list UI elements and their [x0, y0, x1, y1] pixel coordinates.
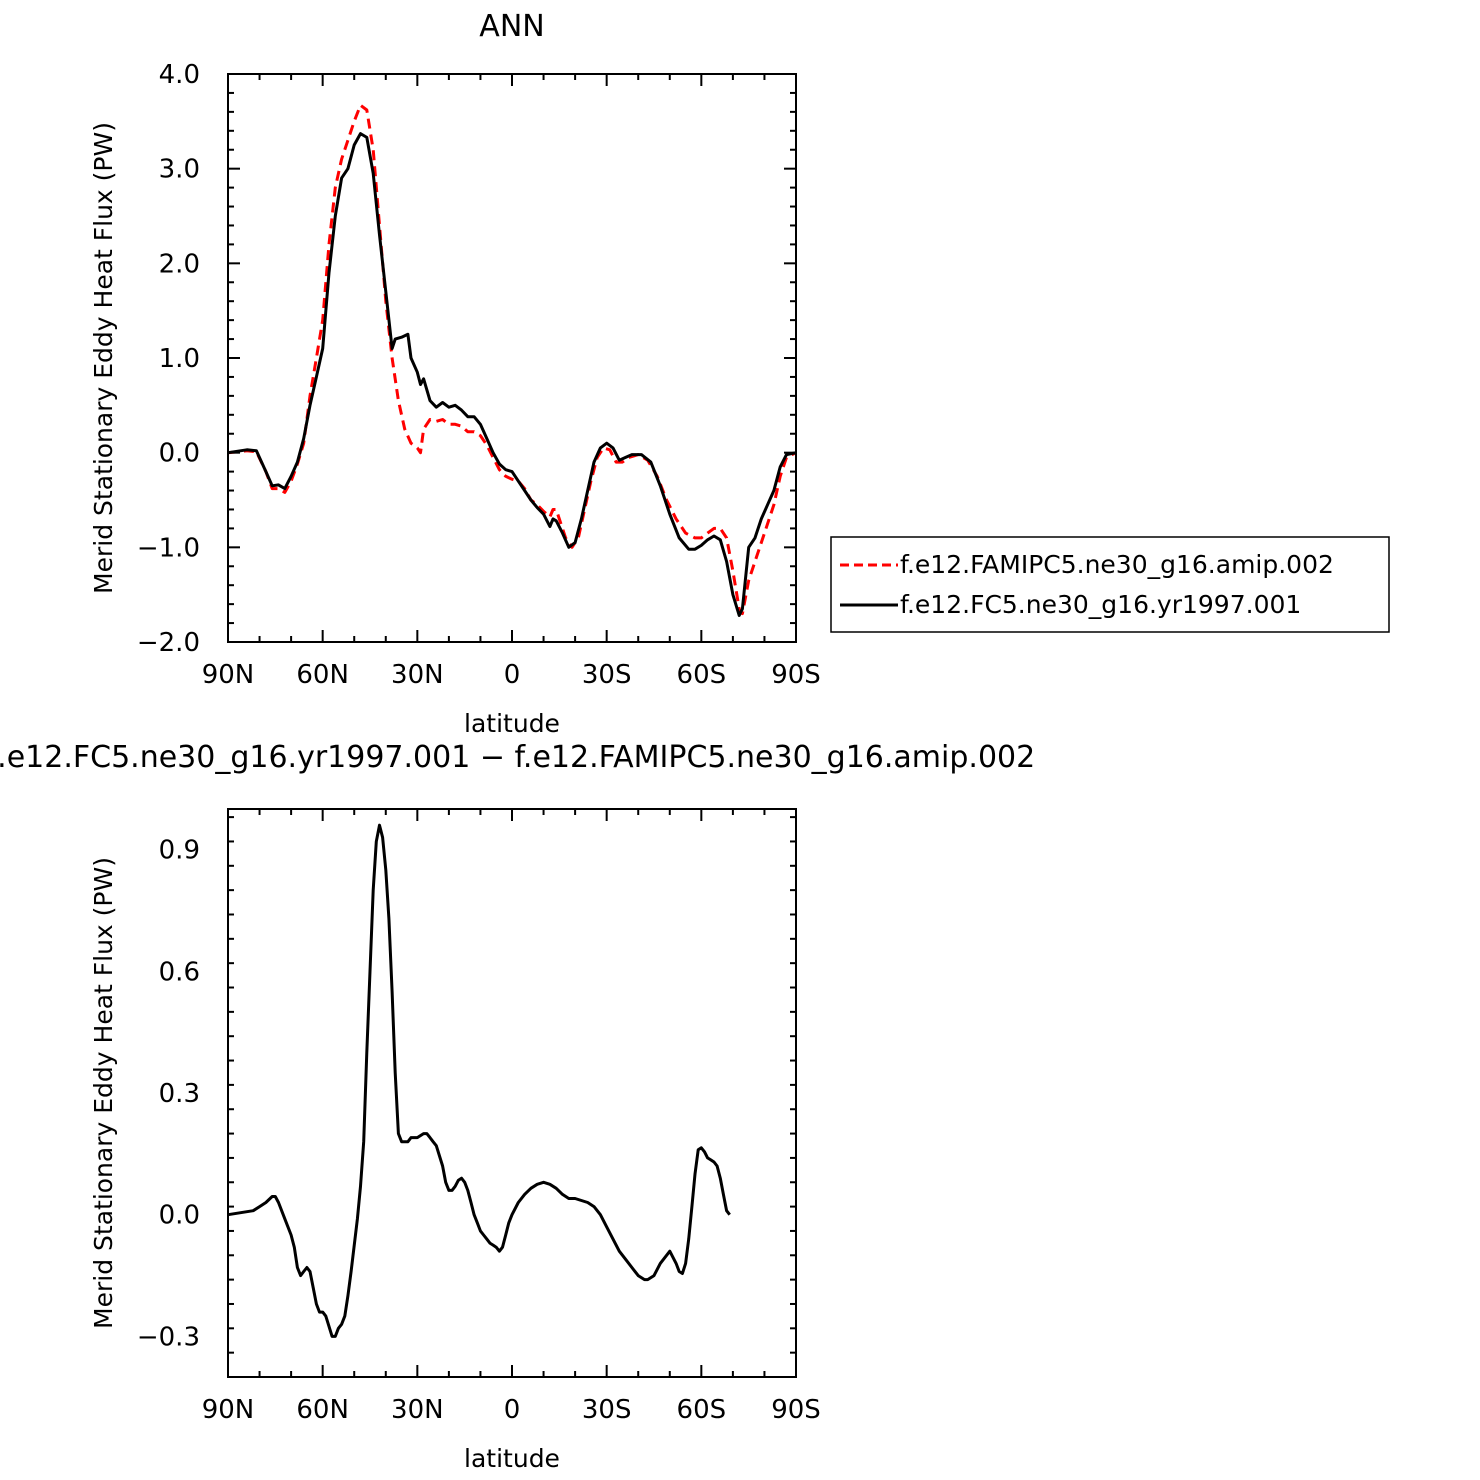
legend-label-yr1997: f.e12.FC5.ne30_g16.yr1997.001: [900, 590, 1301, 619]
bottom-y-tick-label: 0.3: [159, 1079, 200, 1109]
bottom-x-tick-label: 0: [504, 1395, 521, 1425]
top-x-tick-label: 30N: [391, 660, 444, 690]
bottom-axis-ticks: 90N 60N 30N 0 30S 60S 90S 0.9 0.6 0.3 0.0 −0.3: [137, 809, 821, 1425]
top-plot-title: ANN: [479, 9, 544, 44]
top-panel: ANN 90N 60N 30N 0 30S 60S 90S 4.0 3.0 2.0 1.0 0.0 −1…: [89, 9, 1390, 738]
top-y-tick-label: 4.0: [159, 60, 200, 90]
bottom-x-tick-label: 60S: [677, 1395, 727, 1425]
top-x-tick-label: 90N: [202, 660, 255, 690]
top-y-tick-label: −2.0: [137, 628, 200, 658]
bottom-x-tick-label: 30S: [582, 1395, 632, 1425]
bottom-y-tick-label: 0.0: [159, 1201, 200, 1231]
top-y-tick-label: 1.0: [159, 344, 200, 374]
bottom-x-tick-label: 90S: [771, 1395, 821, 1425]
bottom-y-axis-label: Merid Stationary Eddy Heat Flux (PW): [89, 857, 118, 1329]
legend-box: [830, 536, 1390, 633]
top-y-tick-label: 2.0: [159, 249, 200, 279]
top-x-tick-label: 90S: [771, 660, 821, 690]
top-x-tick-label: 60S: [677, 660, 727, 690]
top-axis-ticks: 90N 60N 30N 0 30S 60S 90S 4.0 3.0 2.0 1.0 0.0 −1.0 −2…: [137, 60, 821, 690]
top-y-tick-label: 0.0: [159, 439, 200, 469]
top-y-axis-label: Merid Stationary Eddy Heat Flux (PW): [89, 122, 118, 594]
top-series-line-0: [227, 103, 797, 616]
top-plot-frame: [227, 73, 797, 643]
legend-label-amip: f.e12.FAMIPC5.ne30_g16.amip.002: [900, 550, 1334, 579]
bottom-series-line-0: [227, 823, 731, 1338]
top-x-tick-label: 60N: [296, 660, 349, 690]
top-x-axis-label: latitude: [464, 709, 560, 738]
top-y-tick-label: −1.0: [137, 533, 200, 563]
bottom-plot-area: [227, 823, 731, 1338]
top-series-line-1: [227, 132, 797, 617]
top-plot-area: [227, 103, 797, 617]
legend: f.e12.FAMIPC5.ne30_g16.amip.002 f.e12.FC…: [830, 536, 1390, 633]
top-x-tick-label: 30S: [582, 660, 632, 690]
bottom-y-tick-label: −0.3: [137, 1322, 200, 1352]
bottom-y-tick-label: 0.9: [159, 836, 200, 866]
bottom-y-tick-label: 0.6: [159, 957, 200, 987]
bottom-plot-title: f.e12.FC5.ne30_g16.yr1997.001 − f.e12.FA…: [0, 740, 1035, 775]
bottom-x-tick-label: 30N: [391, 1395, 444, 1425]
top-y-tick-label: 3.0: [159, 155, 200, 185]
bottom-panel: f.e12.FC5.ne30_g16.yr1997.001 − f.e12.FA…: [0, 740, 1035, 1473]
bottom-x-tick-label: 90N: [202, 1395, 255, 1425]
bottom-x-tick-label: 60N: [296, 1395, 349, 1425]
top-x-tick-label: 0: [504, 660, 521, 690]
bottom-x-axis-label: latitude: [464, 1444, 560, 1473]
